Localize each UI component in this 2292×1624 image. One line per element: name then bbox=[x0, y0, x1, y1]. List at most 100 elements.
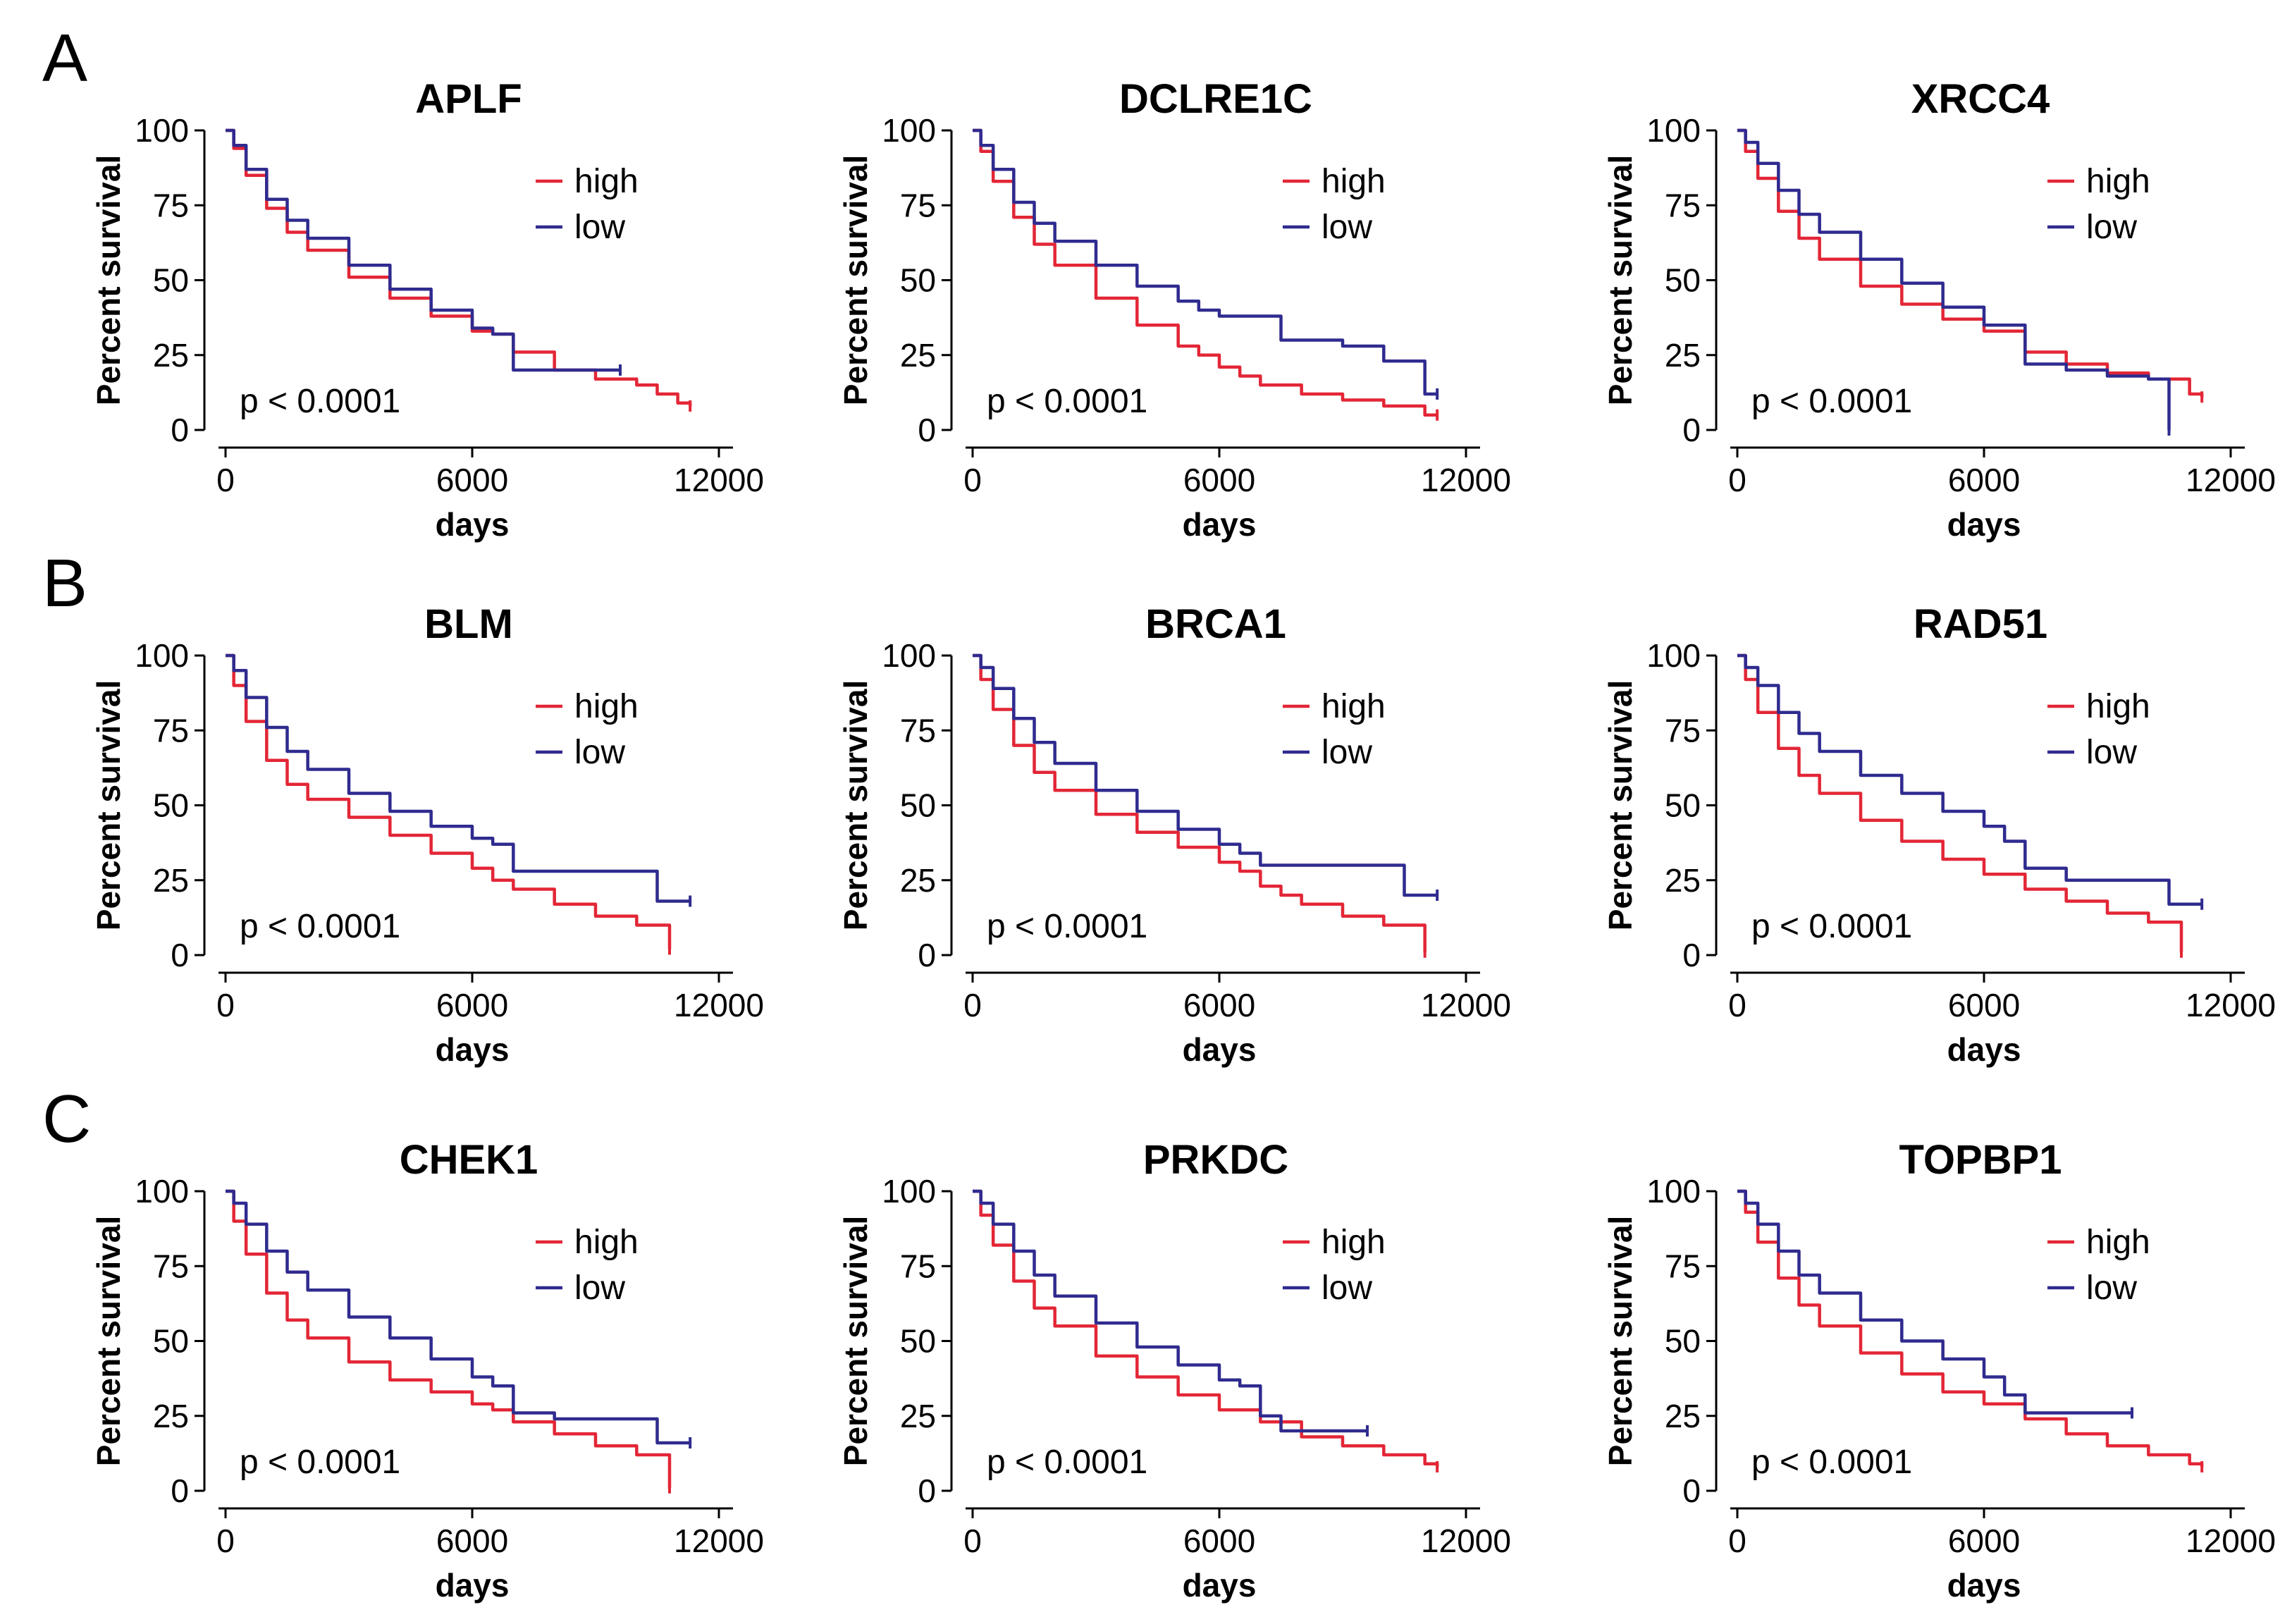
chart-rad51: RAD51 0 6000 12000 0 25 50 75 100 days Percent sur… bbox=[1602, 601, 2276, 1068]
legend-label-high: high bbox=[2086, 688, 2150, 725]
chart-title: APLF bbox=[415, 76, 522, 122]
y-tick-label: 100 bbox=[135, 637, 189, 674]
legend-label-high: high bbox=[2086, 163, 2150, 200]
p-value-annotation: p < 0.0001 bbox=[987, 908, 1147, 945]
chart-prkdc: PRKDC 0 6000 12000 0 25 50 75 100 days Percent sur… bbox=[837, 1137, 1511, 1604]
y-tick-label: 25 bbox=[153, 1398, 189, 1434]
y-tick-label: 25 bbox=[153, 337, 189, 374]
x-tick-label: 0 bbox=[963, 1522, 982, 1559]
y-tick-label: 25 bbox=[1665, 337, 1701, 374]
x-tick-label: 12000 bbox=[674, 1522, 764, 1559]
chart-blm: BLM 0 6000 12000 0 25 50 75 100 days Percent survi… bbox=[90, 601, 764, 1068]
legend-label-high: high bbox=[1321, 1224, 1386, 1261]
series-low-line bbox=[226, 128, 620, 372]
x-tick-label: 12000 bbox=[2186, 462, 2276, 498]
chart-chek1: CHEK1 0 6000 12000 0 25 50 75 100 days Percent sur… bbox=[90, 1137, 764, 1604]
y-tick-label: 100 bbox=[882, 1173, 936, 1210]
y-tick-label: 100 bbox=[1646, 112, 1701, 149]
chart-title: XRCC4 bbox=[1911, 76, 2050, 122]
legend-label-low: low bbox=[1321, 734, 1372, 771]
y-tick-label: 25 bbox=[900, 337, 936, 374]
y-tick-label: 25 bbox=[900, 1398, 936, 1434]
y-tick-label: 50 bbox=[900, 1323, 936, 1360]
legend-label-low: low bbox=[574, 209, 625, 246]
x-tick-label: 0 bbox=[963, 462, 982, 498]
y-tick-label: 50 bbox=[1665, 787, 1701, 824]
series-low-line bbox=[973, 128, 1438, 396]
chart-title: RAD51 bbox=[1914, 601, 2047, 647]
chart-title: DCLRE1C bbox=[1119, 76, 1312, 122]
y-tick-label: 0 bbox=[171, 412, 189, 448]
x-tick-label: 6000 bbox=[1948, 987, 2020, 1023]
y-tick-label: 75 bbox=[900, 187, 936, 223]
x-tick-label: 0 bbox=[216, 462, 235, 498]
y-axis-label: Percent survival bbox=[837, 680, 874, 930]
chart-title: TOPBP1 bbox=[1899, 1137, 2062, 1183]
chart-title: BLM bbox=[424, 601, 513, 647]
p-value-annotation: p < 0.0001 bbox=[240, 1444, 400, 1481]
y-tick-label: 0 bbox=[918, 412, 936, 448]
panel-letter-c: C bbox=[42, 1081, 91, 1157]
chart-brca1: BRCA1 0 6000 12000 0 25 50 75 100 days Percent sur… bbox=[837, 601, 1511, 1068]
p-value-annotation: p < 0.0001 bbox=[987, 1444, 1147, 1481]
legend-label-low: low bbox=[1321, 1269, 1372, 1307]
series-low-line bbox=[1737, 128, 2171, 430]
series-high-line bbox=[1737, 653, 2183, 952]
y-tick-label: 75 bbox=[900, 712, 936, 749]
y-tick-label: 0 bbox=[1682, 937, 1701, 973]
x-tick-label: 12000 bbox=[2186, 1522, 2276, 1559]
x-axis-label: days bbox=[436, 1567, 510, 1604]
x-axis-label: days bbox=[436, 506, 510, 543]
p-value-annotation: p < 0.0001 bbox=[240, 383, 400, 420]
x-tick-label: 6000 bbox=[1183, 462, 1255, 498]
chart-aplf: APLF 0 6000 12000 0 25 50 75 100 days Percent surv… bbox=[90, 76, 764, 543]
p-value-annotation: p < 0.0001 bbox=[1751, 1444, 1912, 1481]
x-axis-label: days bbox=[1183, 1567, 1257, 1604]
legend-label-low: low bbox=[2086, 1269, 2137, 1307]
y-tick-label: 75 bbox=[1665, 187, 1701, 223]
y-tick-label: 50 bbox=[153, 1323, 189, 1360]
series-low-line bbox=[973, 653, 1438, 897]
legend-label-low: low bbox=[2086, 209, 2137, 246]
x-tick-label: 12000 bbox=[674, 462, 764, 498]
y-tick-label: 100 bbox=[882, 637, 936, 674]
x-axis-label: days bbox=[1183, 1031, 1257, 1068]
y-tick-label: 100 bbox=[135, 112, 189, 149]
x-axis-label: days bbox=[436, 1031, 510, 1068]
y-tick-label: 50 bbox=[1665, 1323, 1701, 1360]
p-value-annotation: p < 0.0001 bbox=[240, 908, 400, 945]
legend-label-low: low bbox=[574, 1269, 625, 1307]
y-tick-label: 75 bbox=[900, 1248, 936, 1284]
x-tick-label: 12000 bbox=[2186, 987, 2276, 1023]
series-low-line bbox=[226, 653, 691, 903]
x-tick-label: 6000 bbox=[1183, 987, 1255, 1023]
y-tick-label: 75 bbox=[153, 712, 189, 749]
y-tick-label: 0 bbox=[171, 937, 189, 973]
chart-title: CHEK1 bbox=[400, 1137, 538, 1183]
legend-label-high: high bbox=[574, 163, 639, 200]
y-tick-label: 75 bbox=[153, 187, 189, 223]
p-value-annotation: p < 0.0001 bbox=[1751, 908, 1912, 945]
legend-label-high: high bbox=[1321, 688, 1386, 725]
x-tick-label: 6000 bbox=[1948, 462, 2020, 498]
y-axis-label: Percent survival bbox=[1602, 1216, 1639, 1466]
y-tick-label: 50 bbox=[900, 787, 936, 824]
x-tick-label: 12000 bbox=[674, 987, 764, 1023]
series-low-line bbox=[973, 1189, 1367, 1433]
p-value-annotation: p < 0.0001 bbox=[1751, 383, 1912, 420]
y-axis-label: Percent survival bbox=[90, 155, 127, 405]
legend-label-high: high bbox=[574, 1224, 639, 1261]
x-tick-label: 12000 bbox=[1421, 987, 1511, 1023]
y-tick-label: 0 bbox=[918, 1472, 936, 1509]
y-axis-label: Percent survival bbox=[1602, 155, 1639, 405]
x-tick-label: 0 bbox=[216, 1522, 235, 1559]
y-tick-label: 50 bbox=[900, 262, 936, 299]
y-axis-label: Percent survival bbox=[90, 680, 127, 930]
x-axis-label: days bbox=[1947, 1567, 2021, 1604]
x-tick-label: 6000 bbox=[1183, 1522, 1255, 1559]
y-tick-label: 25 bbox=[153, 862, 189, 899]
y-tick-label: 100 bbox=[135, 1173, 189, 1210]
x-tick-label: 6000 bbox=[436, 1522, 508, 1559]
chart-xrcc4: XRCC4 0 6000 12000 0 25 50 75 100 days Percent sur… bbox=[1602, 76, 2276, 543]
